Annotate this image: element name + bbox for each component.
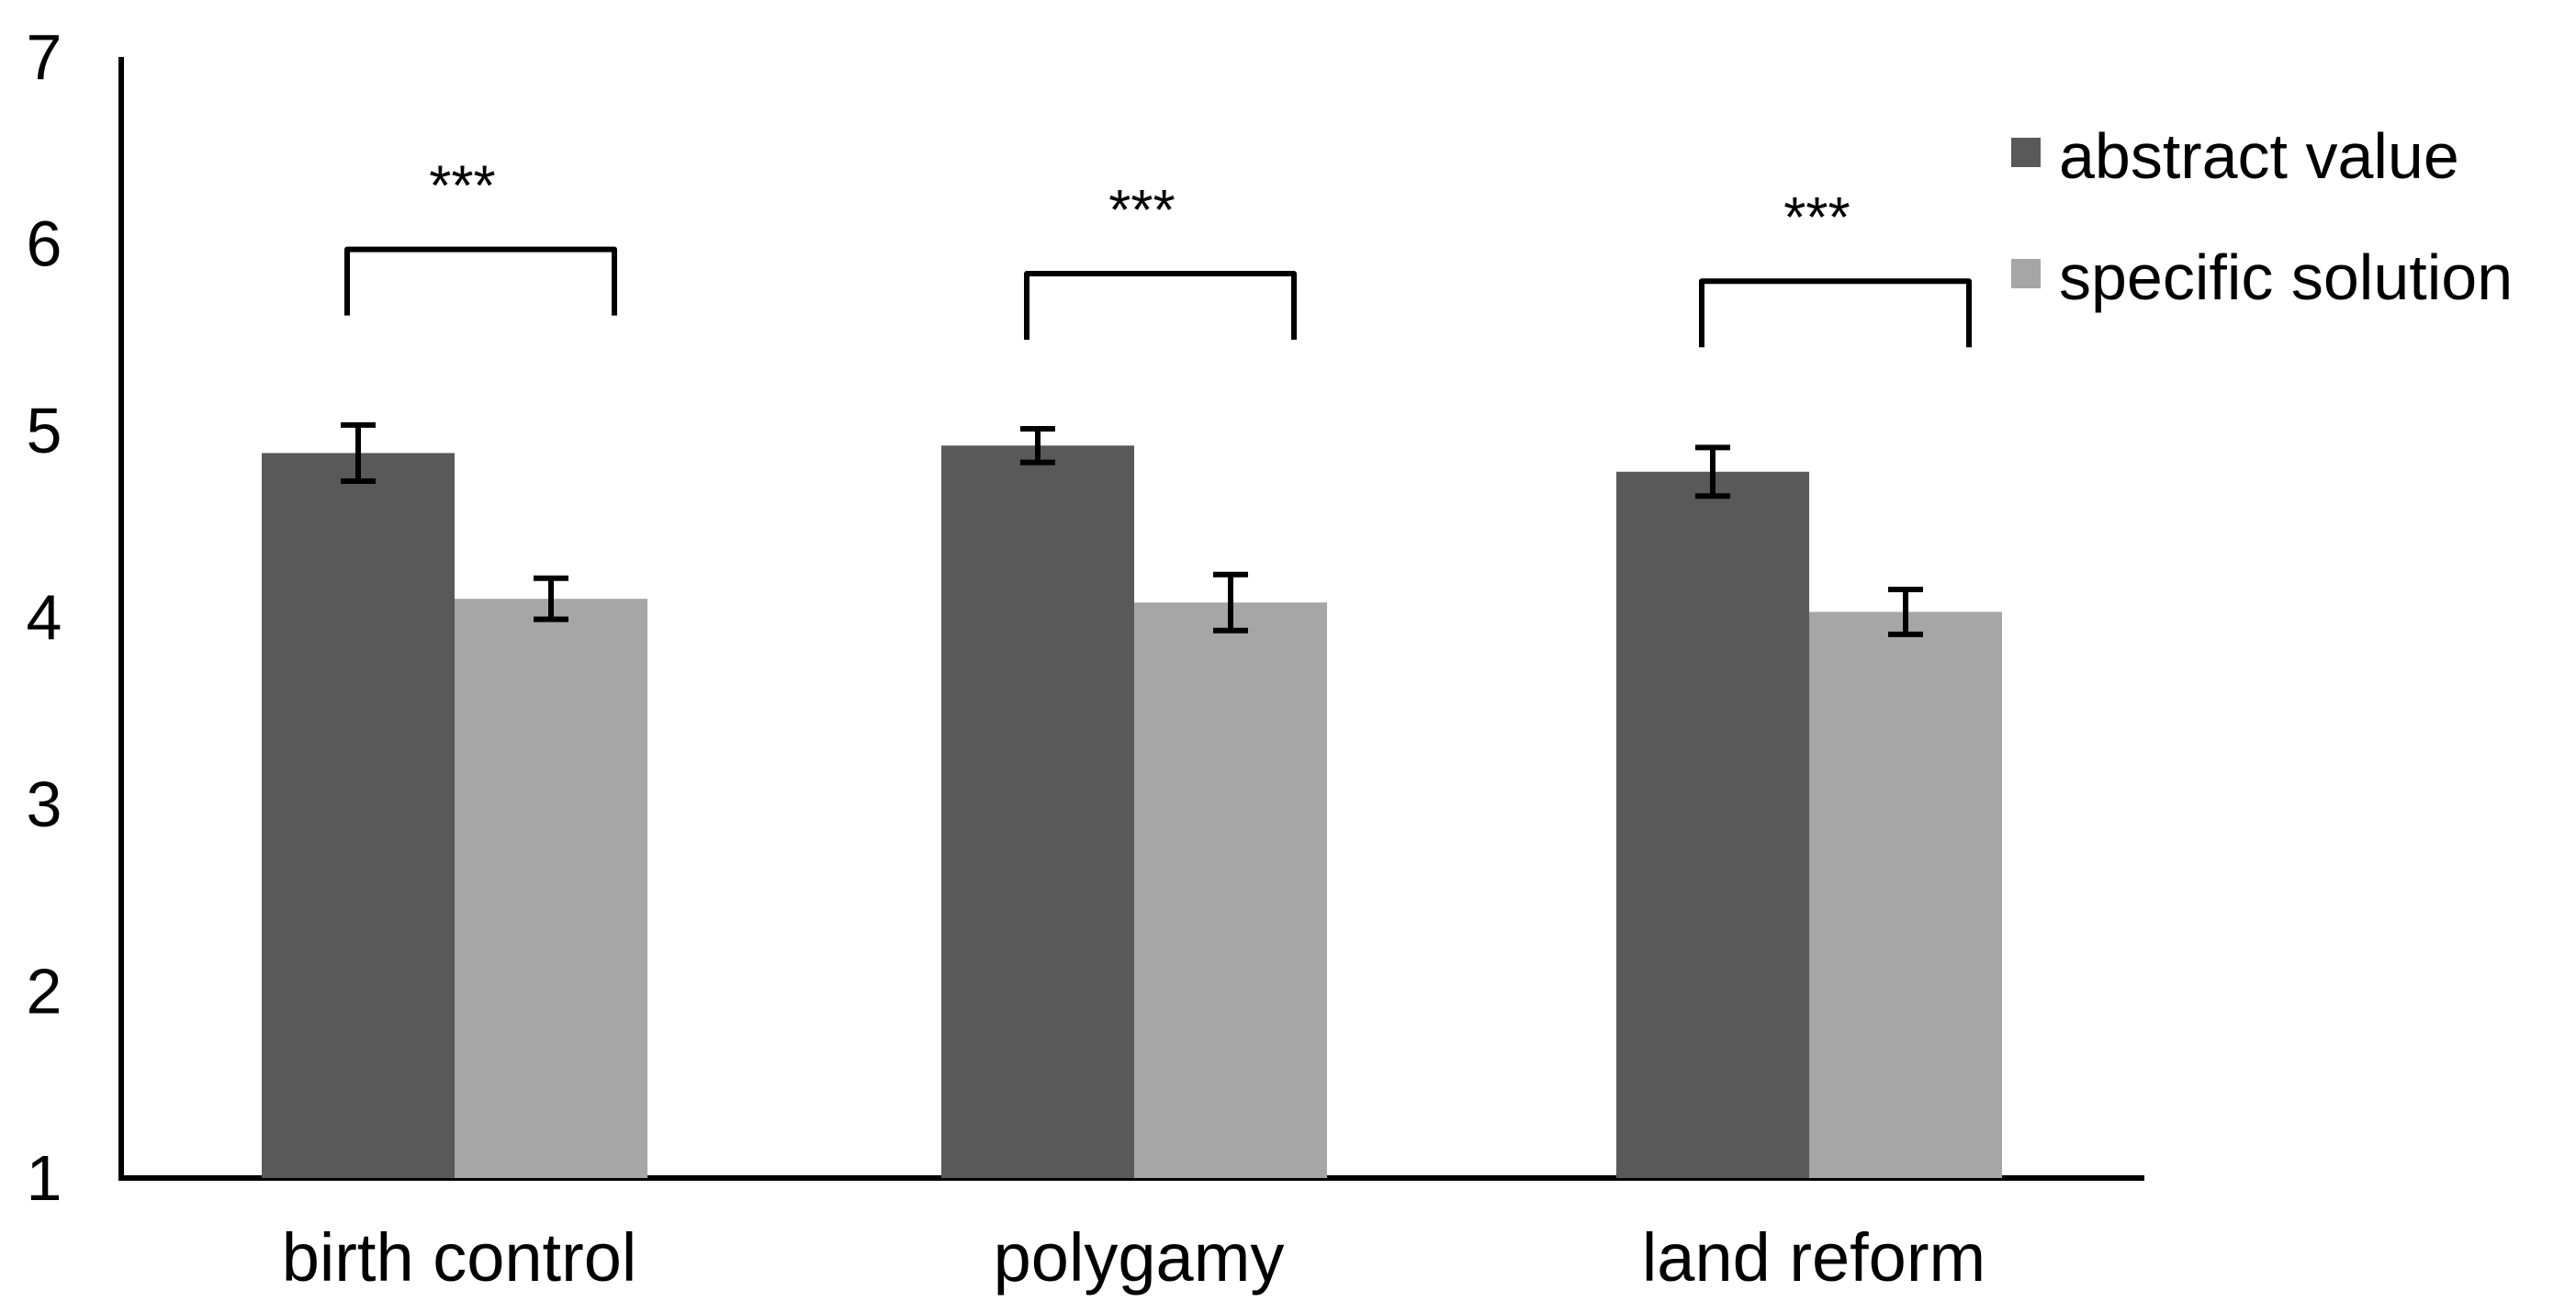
category-label-birth-control: birth control: [282, 1219, 637, 1296]
bars: [262, 445, 2002, 1178]
y-tick-label-2: 2: [27, 956, 62, 1027]
y-tick-label-7: 7: [27, 21, 62, 93]
error-bar-specific-solution-birth-control: [534, 575, 568, 623]
category-label-polygamy: polygamy: [994, 1219, 1285, 1296]
legend-label: abstract value: [2059, 120, 2459, 192]
bar-specific-solution-birth-control: [455, 599, 647, 1178]
category-labels: birth control polygamy land reform: [282, 1219, 1985, 1296]
significance-bracket-polygamy: ***: [1024, 179, 1297, 341]
error-bar-abstract-value-birth-control: [341, 421, 376, 484]
significance-bracket-birth-control: ***: [344, 155, 617, 316]
significance-label: ***: [429, 155, 495, 219]
y-tick-label-1: 1: [27, 1142, 62, 1214]
legend-swatch: [2011, 259, 2041, 288]
bar-abstract-value-birth-control: [262, 453, 455, 1178]
error-bar-specific-solution-polygamy: [1213, 571, 1248, 634]
y-tick-label-4: 4: [27, 582, 62, 654]
significance-label: ***: [1108, 179, 1175, 242]
y-tick-label-5: 5: [27, 395, 62, 466]
bar-abstract-value-polygamy: [941, 445, 1134, 1178]
bar-specific-solution-polygamy: [1134, 602, 1327, 1178]
y-tick-labels: 1 2 3 4 5 6 7: [27, 21, 62, 1214]
significance-label: ***: [1783, 186, 1850, 250]
legend-swatch: [2011, 138, 2041, 167]
error-bar-abstract-value-polygamy: [1020, 425, 1055, 466]
y-tick-label-6: 6: [27, 208, 62, 280]
bar-abstract-value-land-reform: [1616, 471, 1809, 1178]
legend-item-abstract-value: abstract value: [2011, 120, 2459, 192]
significance-annotations: *** *** ***: [344, 155, 1972, 348]
legend: abstract value specific solution: [2011, 120, 2513, 313]
legend-label: specific solution: [2059, 241, 2513, 313]
error-bar-specific-solution-land-reform: [1888, 586, 1923, 637]
error-bar-abstract-value-land-reform: [1695, 444, 1730, 499]
error-bars: [341, 421, 1923, 637]
category-label-land-reform: land reform: [1642, 1219, 1985, 1296]
significance-bracket-land-reform: ***: [1699, 186, 1972, 348]
y-tick-label-3: 3: [27, 769, 62, 840]
legend-item-specific-solution: specific solution: [2011, 241, 2513, 313]
bar-specific-solution-land-reform: [1809, 612, 2002, 1178]
